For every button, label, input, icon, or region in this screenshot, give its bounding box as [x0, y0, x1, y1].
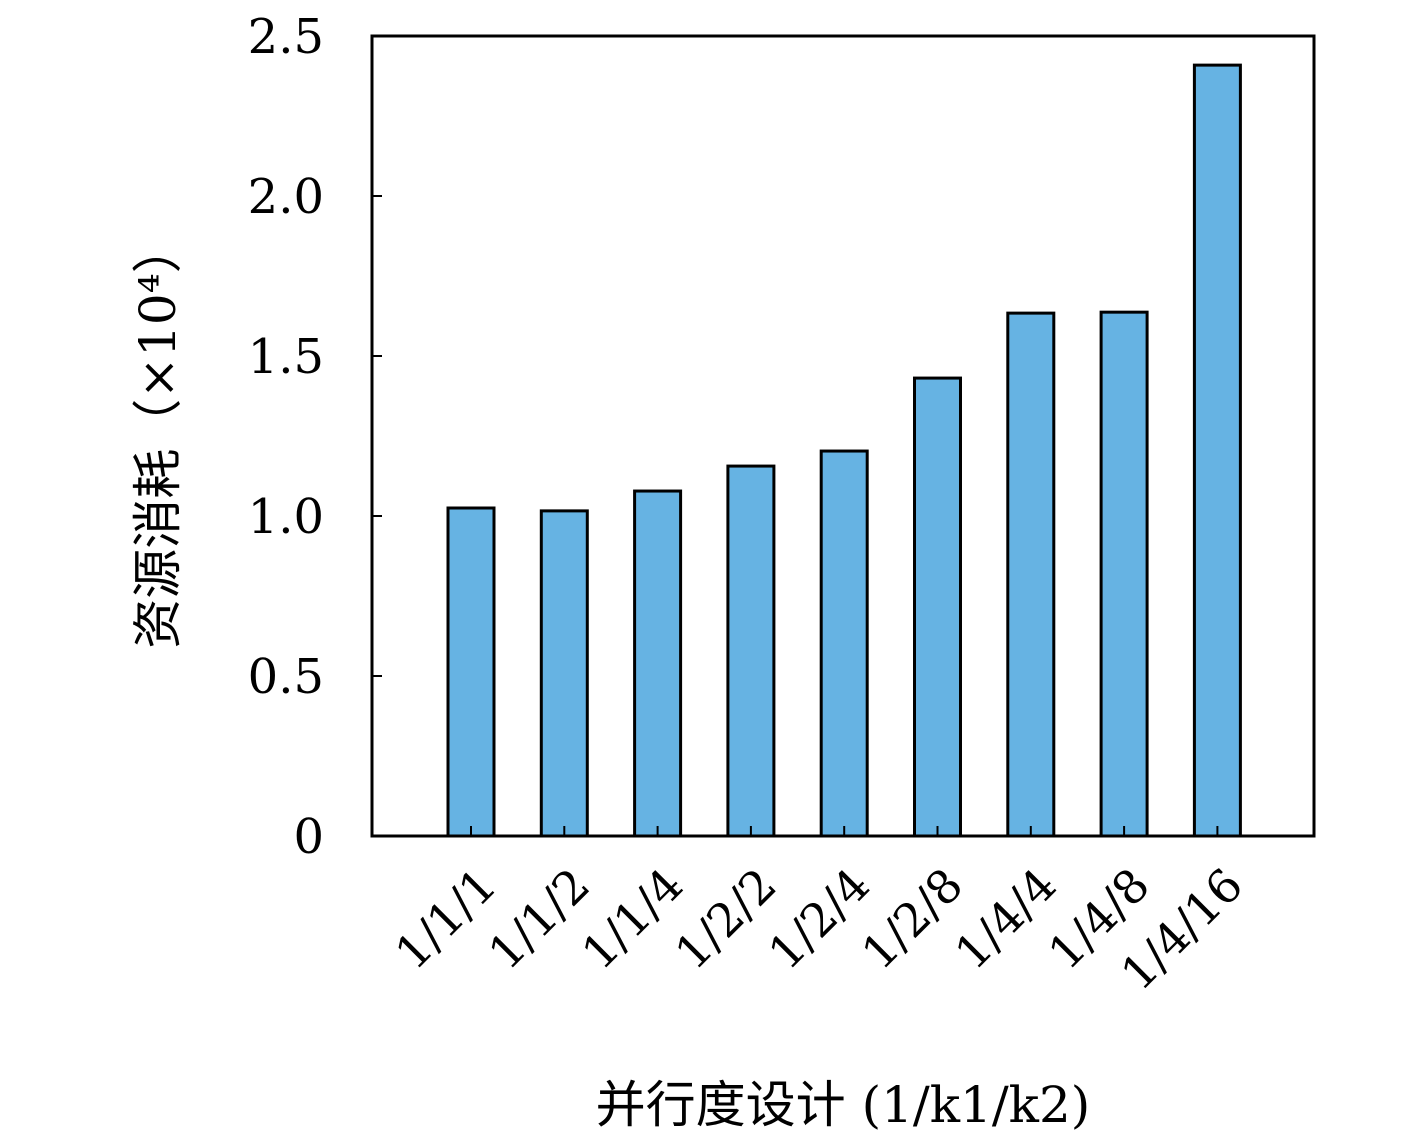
bar-1/2/2 [726, 464, 776, 838]
y-tick-label: 2.0 [248, 169, 324, 225]
y-tick-label: 2.5 [248, 9, 324, 65]
y-tick-label: 1.0 [248, 489, 324, 545]
y-axis-label: 资源消耗（×10⁴） [129, 223, 187, 649]
bar-1/4/16 [1192, 63, 1242, 838]
plot-frame [370, 34, 1316, 838]
x-tick-label: 1/1/2 [478, 858, 600, 980]
bar-1/1/1 [446, 506, 496, 838]
y-tick-label: 1.5 [248, 329, 324, 385]
bar-1/2/8 [913, 376, 962, 838]
x-tick-label: 1/2/2 [664, 858, 786, 980]
y-tick-label: 0.5 [248, 649, 324, 705]
bar-1/4/4 [1006, 311, 1056, 838]
bar-1/1/2 [539, 509, 589, 838]
x-tick-label: 1/4/4 [944, 858, 1066, 980]
x-tick-label: 1/2/8 [851, 858, 973, 980]
bar-1/1/4 [633, 489, 683, 838]
y-tick-label: 0 [293, 809, 324, 865]
x-tick-label: 1/1/4 [571, 858, 693, 980]
bar-1/4/8 [1099, 310, 1149, 838]
x-tick-label: 1/2/4 [758, 858, 880, 980]
x-tick-label: 1/1/1 [385, 858, 507, 980]
bar-1/2/4 [819, 449, 869, 838]
x-axis-label: 并行度设计 (1/k1/k2) [596, 1076, 1091, 1134]
